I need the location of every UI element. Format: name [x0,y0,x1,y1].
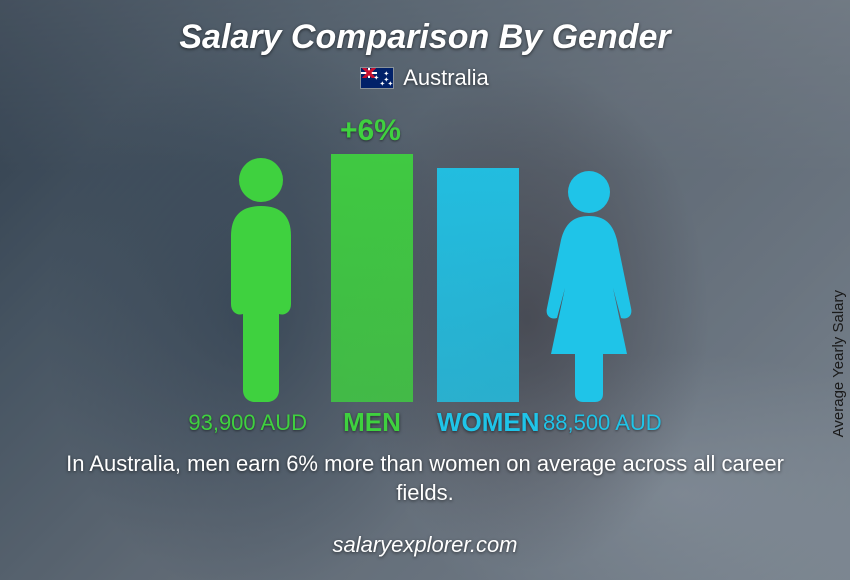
male-icon [201,154,321,402]
country-label: Australia [403,65,489,91]
bar-men [331,154,413,402]
axis-labels: 93,900 AUD MEN WOMEN 88,500 AUD [105,407,745,438]
women-category-label: WOMEN [437,407,519,438]
flag-icon [361,68,393,88]
men-salary-value: 93,900 AUD [127,410,307,436]
subtitle-row: Australia [0,65,850,91]
men-category-label: MEN [331,407,413,438]
women-salary-value: 88,500 AUD [543,410,723,436]
y-axis-label: Average Yearly Salary [830,290,847,437]
difference-badge: +6% [340,114,401,148]
gender-salary-chart: +6% 93,900 AUD MEN WOMEN 88,500 AUD [105,118,745,438]
bar-women [437,168,519,402]
bar-group [331,154,519,402]
female-icon [529,168,649,402]
source-footer: salaryexplorer.com [0,532,850,558]
caption-text: In Australia, men earn 6% more than wome… [35,449,815,508]
page-title: Salary Comparison By Gender [0,0,850,57]
infographic-content: Salary Comparison By Gender Australia +6… [0,0,850,580]
